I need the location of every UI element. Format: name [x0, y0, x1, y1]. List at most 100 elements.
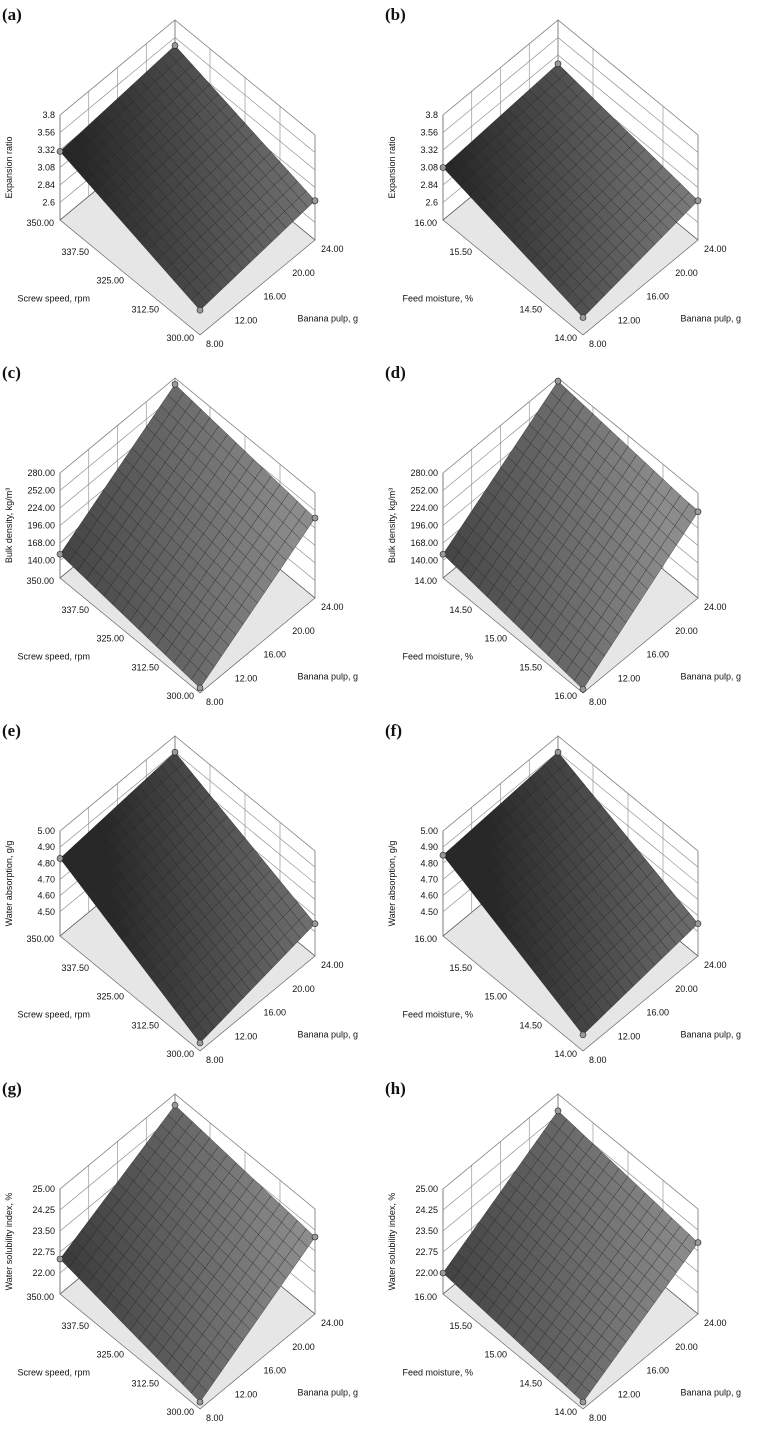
y-axis-label: Feed moisture, % — [402, 1368, 473, 1378]
z-axis-label: Bulk density, kg/m³ — [387, 488, 397, 563]
x-tick-label: 8.00 — [206, 339, 224, 349]
y-tick-label: 337.50 — [61, 963, 89, 973]
y-tick-label: 15.00 — [484, 992, 507, 1002]
design-point — [694, 508, 702, 516]
panel: (d) 8.00 12.00 16.00 20.00 24.00 16.00 15.50 15.… — [385, 363, 741, 707]
z-tick-label: 24.25 — [32, 1205, 55, 1215]
x-tick-label: 12.00 — [235, 315, 258, 325]
z-tick-label: 4.90 — [37, 842, 55, 852]
design-point — [311, 197, 319, 204]
x-axis-label: Banana pulp, g — [681, 1388, 742, 1398]
y-tick-label: 312.50 — [131, 662, 159, 672]
design-point — [579, 1398, 587, 1406]
surface-cell — [191, 293, 208, 311]
x-tick-label: 12.00 — [618, 673, 641, 683]
x-tick-label: 20.00 — [675, 268, 698, 278]
grid-line — [59, 19, 316, 136]
y-tick-label: 14.00 — [554, 1049, 577, 1059]
panel-label: (g) — [2, 1079, 22, 1098]
design-point — [311, 920, 319, 927]
y-tick-label: 312.50 — [131, 304, 159, 314]
x-tick-label: 8.00 — [589, 1413, 607, 1423]
grid-line — [442, 735, 699, 852]
y-tick-label: 14.00 — [414, 576, 437, 586]
x-tick-label: 12.00 — [235, 1031, 258, 1041]
design-point — [694, 197, 702, 204]
z-axis-label: Water absorption, g/g — [387, 841, 397, 927]
x-tick-label: 16.00 — [264, 650, 287, 660]
z-tick-label: 4.60 — [420, 891, 438, 901]
panel-label: (f) — [385, 721, 402, 740]
x-axis-label: Banana pulp, g — [681, 1030, 742, 1040]
panel-label: (d) — [385, 363, 406, 382]
panel: (g) 8.00 12.00 16.00 20.00 24.00 300.00 312.50 3… — [2, 1079, 359, 1423]
x-tick-label: 20.00 — [292, 984, 315, 994]
y-tick-label: 15.50 — [449, 247, 472, 257]
y-tick-label: 337.50 — [61, 605, 89, 615]
z-tick-label: 22.75 — [415, 1247, 438, 1257]
design-point — [311, 1233, 319, 1241]
y-tick-label: 300.00 — [166, 1049, 194, 1059]
x-tick-label: 20.00 — [675, 626, 698, 636]
x-tick-label: 12.00 — [618, 1031, 641, 1041]
z-tick-label: 3.8 — [425, 110, 438, 120]
z-tick-label: 4.80 — [420, 858, 438, 868]
z-tick-label: 140.00 — [410, 556, 438, 566]
x-tick-label: 16.00 — [647, 1366, 670, 1376]
design-point — [171, 380, 179, 388]
z-tick-label: 252.00 — [27, 486, 55, 496]
x-tick-label: 20.00 — [675, 984, 698, 994]
y-tick-label: 337.50 — [61, 247, 89, 257]
y-tick-label: 15.50 — [449, 1321, 472, 1331]
z-tick-label: 24.25 — [415, 1205, 438, 1215]
y-tick-label: 300.00 — [166, 691, 194, 701]
surface-cell — [191, 1023, 208, 1044]
z-tick-label: 252.00 — [410, 486, 438, 496]
x-tick-label: 16.00 — [647, 292, 670, 302]
y-tick-label: 325.00 — [96, 992, 124, 1002]
x-axis-label: Banana pulp, g — [298, 314, 359, 324]
x-axis-label: Banana pulp, g — [298, 1388, 359, 1398]
y-tick-label: 15.50 — [519, 662, 542, 672]
x-tick-label: 16.00 — [647, 650, 670, 660]
panel-label: (c) — [2, 363, 21, 382]
grid-line — [59, 377, 316, 494]
y-tick-label: 350.00 — [26, 218, 54, 228]
grid-line — [59, 1093, 316, 1210]
x-tick-label: 20.00 — [675, 1342, 698, 1352]
x-tick-label: 8.00 — [206, 697, 224, 707]
x-tick-label: 24.00 — [321, 602, 344, 612]
surface-cell — [574, 1383, 591, 1403]
z-tick-label: 25.00 — [415, 1184, 438, 1194]
x-tick-label: 12.00 — [235, 1389, 258, 1399]
z-tick-label: 22.75 — [32, 1247, 55, 1257]
z-tick-label: 23.50 — [32, 1226, 55, 1236]
z-tick-label: 4.70 — [420, 874, 438, 884]
x-tick-label: 8.00 — [589, 339, 607, 349]
z-tick-label: 4.80 — [37, 858, 55, 868]
design-point — [439, 851, 447, 859]
panel-label: (b) — [385, 5, 406, 24]
z-tick-label: 3.32 — [420, 145, 438, 155]
z-tick-label: 224.00 — [410, 503, 438, 513]
x-tick-label: 20.00 — [292, 626, 315, 636]
z-tick-label: 2.84 — [37, 180, 55, 190]
y-tick-label: 15.50 — [449, 963, 472, 973]
z-tick-label: 2.84 — [420, 180, 438, 190]
y-tick-label: 14.50 — [519, 304, 542, 314]
y-tick-label: 312.50 — [131, 1020, 159, 1030]
z-tick-label: 4.60 — [37, 891, 55, 901]
z-axis-label: Bulk density, kg/m³ — [4, 488, 14, 563]
design-point — [56, 855, 64, 862]
z-tick-label: 168.00 — [410, 538, 438, 548]
surface-cell — [574, 669, 591, 690]
y-tick-label: 325.00 — [96, 634, 124, 644]
z-tick-label: 2.6 — [425, 198, 438, 208]
y-axis-label: Feed moisture, % — [402, 652, 473, 662]
design-point — [56, 148, 64, 155]
y-tick-label: 337.50 — [61, 1321, 89, 1331]
x-tick-label: 16.00 — [264, 292, 287, 302]
design-point — [311, 514, 319, 522]
x-axis-label: Banana pulp, g — [298, 1030, 359, 1040]
